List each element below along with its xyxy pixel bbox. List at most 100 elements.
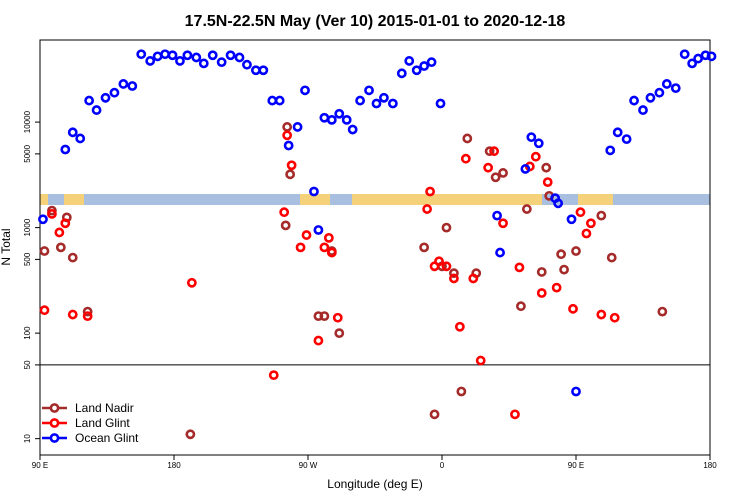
y-tick-label: 10 (23, 434, 32, 443)
data-point (319, 242, 330, 253)
data-point (319, 112, 330, 123)
data-point (492, 210, 502, 221)
data-point (426, 57, 437, 68)
data-point (67, 127, 78, 138)
data-point (404, 56, 415, 66)
y-axis-label: N Total (0, 228, 13, 265)
data-point (379, 92, 389, 103)
data-point (207, 50, 218, 61)
data-point (475, 355, 486, 366)
series-land-nadir (39, 122, 668, 440)
data-point (533, 138, 544, 149)
data-point (258, 65, 269, 76)
data-point (283, 140, 294, 151)
data-point (571, 246, 581, 256)
data-point (449, 268, 459, 279)
data-point (411, 65, 422, 76)
land-segment (40, 194, 48, 205)
data-point (435, 98, 446, 109)
data-point (127, 81, 138, 91)
data-point (679, 49, 690, 60)
data-point (454, 321, 465, 332)
data-point (387, 98, 398, 109)
data-point (568, 303, 578, 314)
data-point (313, 225, 324, 235)
data-point (559, 264, 569, 275)
data-point (609, 312, 620, 323)
data-point (596, 309, 607, 320)
data-point (687, 58, 698, 69)
data-point (657, 306, 668, 317)
data-point (60, 144, 71, 155)
data-point (434, 256, 444, 267)
data-point (67, 309, 78, 320)
data-point (332, 312, 343, 323)
data-point (526, 132, 537, 143)
data-point (234, 52, 245, 63)
data-point (425, 186, 435, 197)
data-point (654, 87, 665, 98)
legend-item: Land Glint (42, 416, 130, 430)
data-point (498, 218, 508, 229)
legend-label: Ocean Glint (75, 431, 139, 445)
data-point (514, 262, 525, 273)
data-point (551, 282, 562, 293)
data-point (295, 242, 306, 253)
data-point (510, 409, 520, 420)
x-axis-label: Longitude (deg E) (327, 477, 422, 491)
land-segment (300, 194, 330, 205)
data-point (285, 169, 296, 180)
data-point (250, 65, 261, 76)
data-point (225, 50, 236, 61)
data-point (460, 153, 471, 164)
data-points (38, 49, 717, 440)
data-point (441, 261, 452, 272)
legend-item: Ocean Glint (42, 431, 139, 445)
chart-title: 17.5N-22.5N May (Ver 10) 2015-01-01 to 2… (185, 13, 566, 30)
data-point (516, 301, 526, 312)
data-point (91, 105, 102, 115)
data-point (326, 247, 337, 258)
data-point (638, 105, 648, 115)
data-point (596, 210, 607, 221)
data-point (629, 95, 639, 106)
data-point (355, 95, 366, 106)
plot-frame (39, 39, 711, 456)
data-point (429, 409, 440, 420)
data-point (216, 57, 227, 68)
data-point (60, 218, 71, 229)
data-point (581, 228, 592, 239)
y-tick-label: 100 (23, 326, 32, 340)
land-ocean-strip (40, 194, 710, 205)
series-land-glint (39, 130, 620, 420)
data-point (670, 83, 681, 94)
data-point (152, 51, 163, 62)
x-axis: 90 E 180 90 W 0 90 E 180 (32, 455, 717, 470)
data-point (489, 146, 500, 157)
data-point (364, 85, 374, 96)
x-tick-label: 180 (703, 461, 717, 470)
data-point (483, 162, 494, 173)
data-point (542, 177, 553, 188)
data-point (300, 85, 310, 96)
data-point (371, 98, 382, 109)
x-tick-label: 90 E (568, 461, 584, 470)
data-point (136, 49, 147, 60)
data-point (441, 222, 452, 233)
data-point (84, 95, 95, 106)
data-point (109, 87, 120, 98)
data-point (309, 186, 319, 197)
data-point (67, 252, 78, 263)
data-point (39, 305, 50, 316)
y-tick-label: 50 (23, 360, 32, 369)
data-point (462, 133, 473, 144)
legend-marker (49, 433, 60, 443)
data-point (282, 130, 293, 141)
legend-item: Land Nadir (42, 401, 134, 415)
data-point (182, 50, 193, 61)
x-tick-label: 90 E (32, 461, 48, 470)
data-point (575, 207, 586, 218)
data-point (82, 311, 93, 322)
legend-label: Land Glint (75, 416, 130, 430)
